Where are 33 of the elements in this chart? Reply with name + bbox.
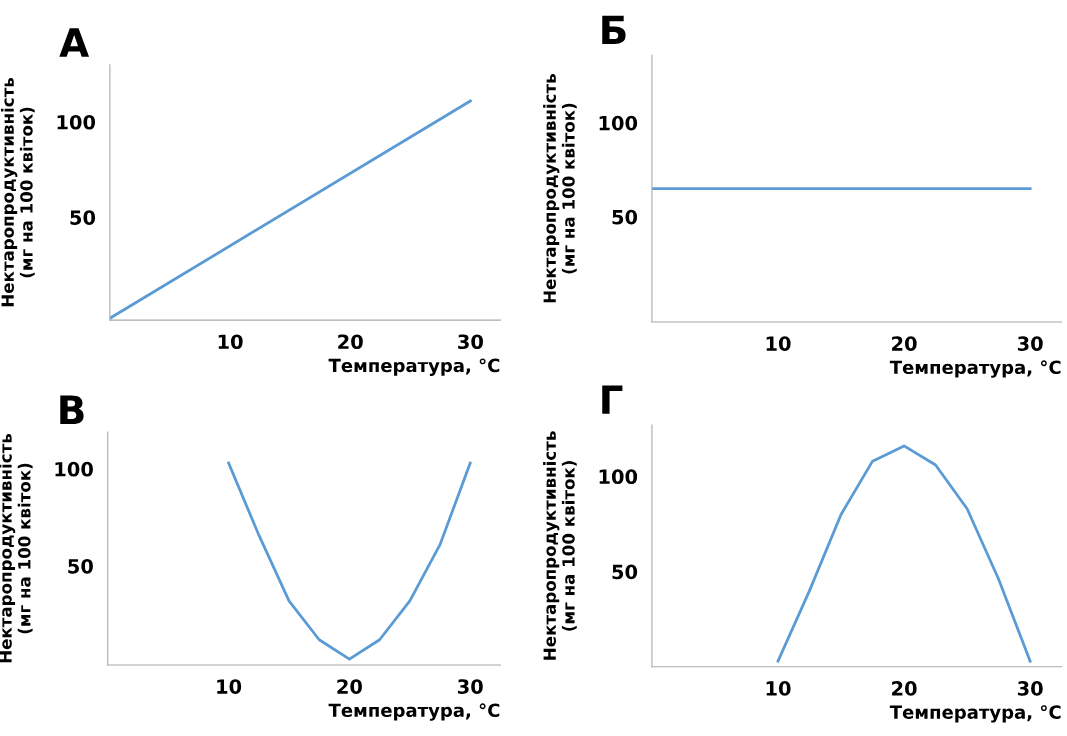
chart-title: Б bbox=[602, 15, 626, 45]
chart-title: Г bbox=[602, 385, 623, 414]
chart-title: В bbox=[60, 395, 84, 424]
x-tick-label: 20 bbox=[892, 681, 917, 696]
y-tick-label: 50 bbox=[70, 210, 96, 225]
y-tick-label: 100 bbox=[57, 114, 96, 130]
y-tick-label: 100 bbox=[599, 115, 638, 131]
x-tick-label: 30 bbox=[458, 334, 483, 350]
x-tick-label: 20 bbox=[337, 679, 362, 694]
y-tick-label: 50 bbox=[612, 564, 638, 580]
line-series bbox=[227, 461, 472, 661]
x-tick-label: 20 bbox=[892, 336, 917, 351]
x-tick-label: 20 bbox=[338, 334, 363, 350]
x-tick-label: 30 bbox=[1017, 336, 1043, 351]
x-axis-title: Температура, °C bbox=[889, 360, 1061, 378]
x-tick-label: 10 bbox=[217, 679, 242, 694]
x-tick-label: 10 bbox=[218, 334, 243, 350]
x-axis-title: Температура, °C bbox=[328, 358, 500, 376]
y-tick-label: 100 bbox=[55, 461, 93, 477]
y-axis-title: Нектаропродуктивність (мг на 100 квіток) bbox=[543, 74, 577, 303]
y-axis-title: Нектаропродуктивність (мг на 100 квіток) bbox=[1, 77, 35, 307]
x-axis-title: Температура, °C bbox=[328, 703, 500, 721]
line-series bbox=[776, 444, 1032, 663]
chart-title: А bbox=[59, 28, 90, 57]
x-tick-label: 30 bbox=[1017, 681, 1043, 696]
y-tick-label: 50 bbox=[612, 209, 638, 225]
y-tick-label: 100 bbox=[599, 469, 638, 485]
x-tick-label: 10 bbox=[766, 681, 791, 696]
y-axis-title: Нектаропродуктивність (мг на 100 квіток) bbox=[543, 431, 577, 660]
x-axis-title: Температура, °C bbox=[889, 705, 1061, 723]
x-tick-label: 30 bbox=[457, 679, 483, 694]
y-tick-label: 50 bbox=[68, 558, 93, 574]
x-tick-label: 10 bbox=[766, 336, 791, 351]
